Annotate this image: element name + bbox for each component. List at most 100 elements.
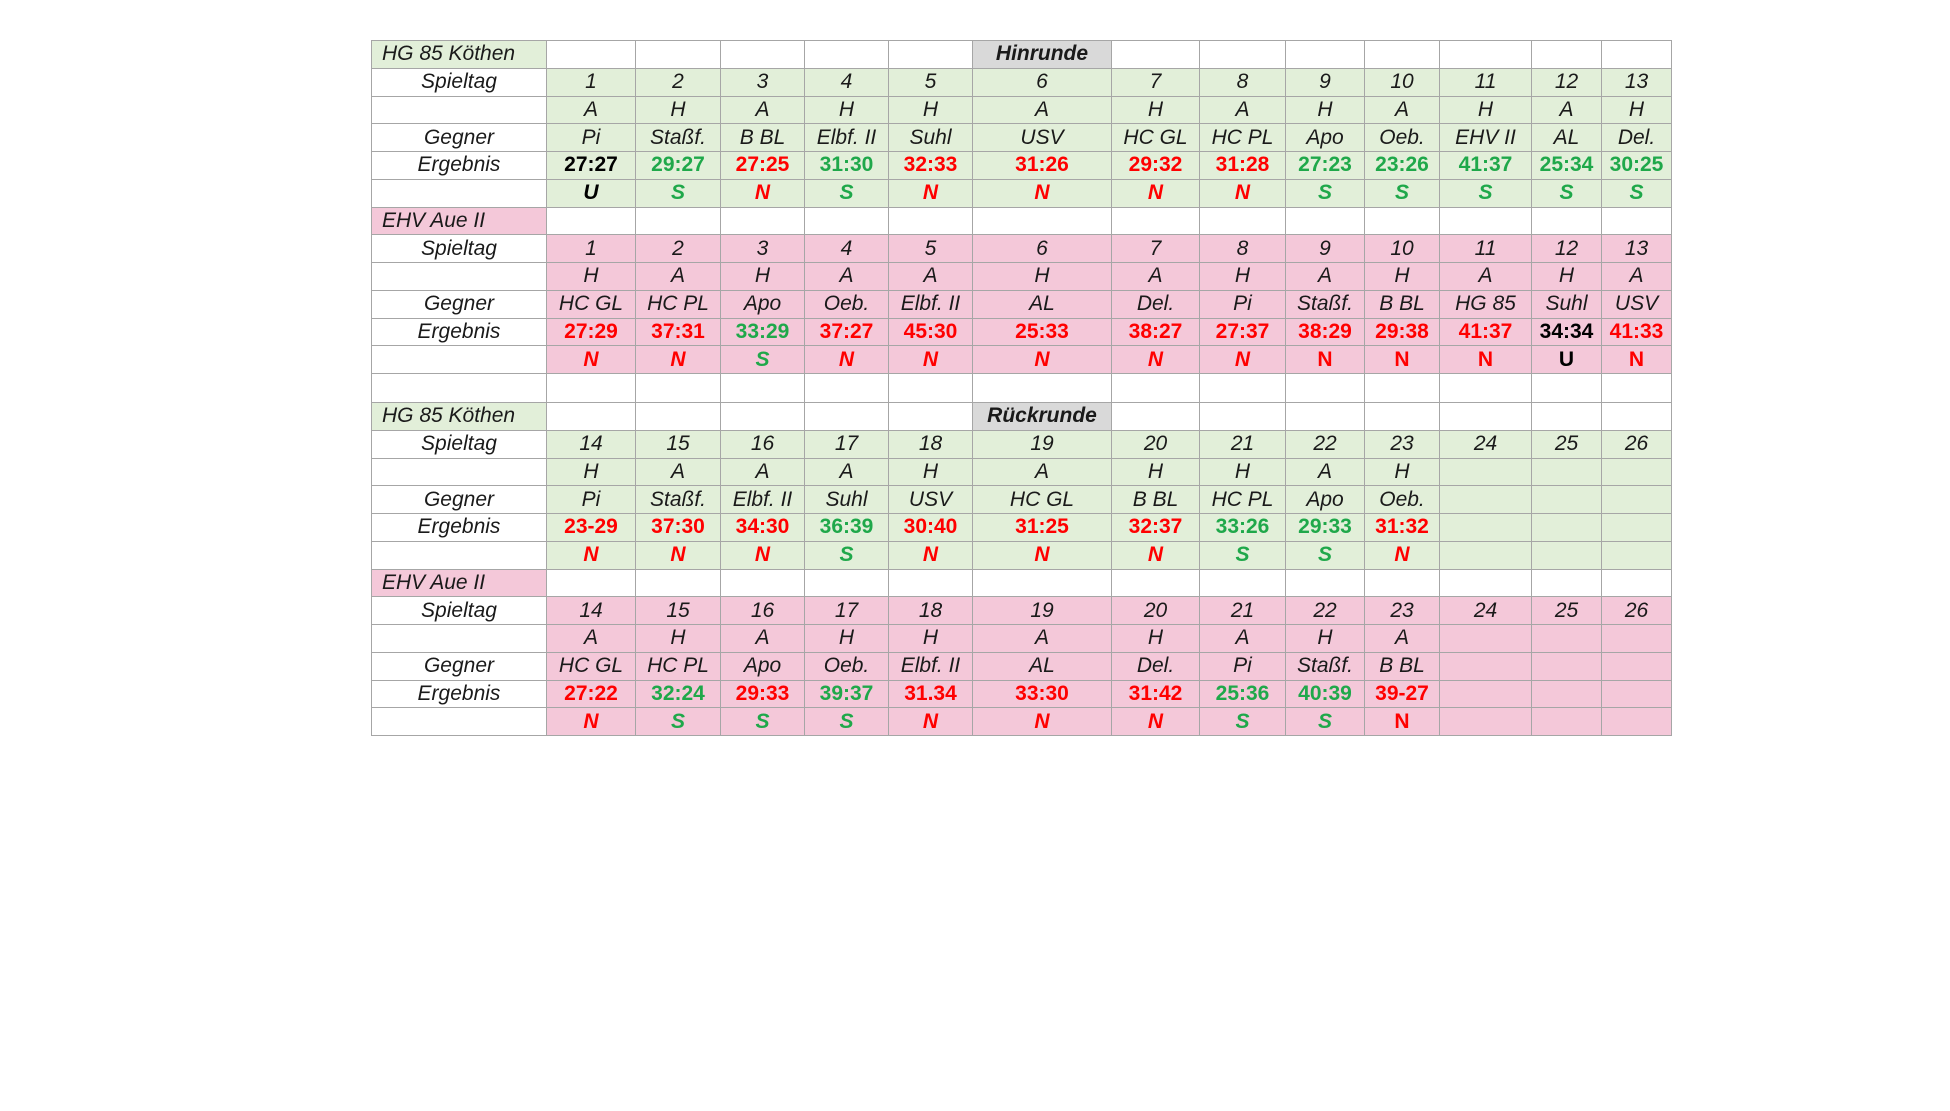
empty-cell <box>1531 568 1602 598</box>
ort-cell: A <box>635 262 721 291</box>
ergebnis-cell: 41:37 <box>1439 151 1532 180</box>
spieltag-cell: 8 <box>1199 67 1286 97</box>
spieltag-cell: 8 <box>1199 234 1286 263</box>
ergebnis-cell: 41:37 <box>1439 317 1532 347</box>
empty-cell <box>720 402 805 431</box>
spieltag-cell: 6 <box>972 67 1112 97</box>
empty-cell <box>972 206 1112 236</box>
ergebnis-cell: 27:22 <box>546 679 636 709</box>
ergebnis-cell: 25:36 <box>1199 679 1286 709</box>
ort-cell: H <box>1111 95 1200 125</box>
spieltag-label: Spieltag <box>371 596 547 625</box>
spieltag-cell: 25 <box>1531 596 1602 625</box>
ausgang-cell <box>1531 707 1602 736</box>
empty-cell <box>1601 40 1672 69</box>
ergebnis-cell: 30:40 <box>888 513 973 542</box>
gegner-row: Gegner HC GL HC PL Apo Oeb. Elbf. II AL Del. Pi S… <box>371 651 1672 681</box>
team-header-row: HG 85 Köthen Hinrunde <box>371 40 1672 69</box>
gegner-cell: HC PL <box>1199 123 1286 152</box>
ausgang-cell: N <box>546 540 636 570</box>
ort-cell: A <box>720 457 805 487</box>
empty-cell <box>371 373 547 403</box>
gegner-cell: Oeb. <box>1364 485 1440 514</box>
gegner-cell <box>1531 485 1602 514</box>
ergebnis-cell: 39:37 <box>804 679 889 709</box>
ausgang-label <box>371 707 547 736</box>
empty-cell <box>546 373 636 403</box>
ausgang-cell: N <box>1111 707 1200 736</box>
empty-cell <box>1364 568 1440 598</box>
ergebnis-cell: 33:30 <box>972 679 1112 709</box>
ausgang-cell: N <box>1199 178 1286 208</box>
ort-cell <box>1439 457 1532 487</box>
gegner-cell: Staßf. <box>1285 651 1365 681</box>
gegner-cell: Apo <box>1285 123 1365 152</box>
ergebnis-cell: 31:30 <box>804 151 889 180</box>
ort-cell: A <box>1439 262 1532 291</box>
ausgang-cell: S <box>635 707 721 736</box>
spieltag-cell: 26 <box>1601 596 1672 625</box>
spieltag-cell: 1 <box>546 67 636 97</box>
ausgang-cell: S <box>1531 178 1602 208</box>
spieltag-cell: 9 <box>1285 67 1365 97</box>
ergebnis-row: Ergebnis 27:22 32:24 29:33 39:37 31.34 33:30 31… <box>371 679 1672 709</box>
gegner-cell: Staßf. <box>635 485 721 514</box>
ergebnis-cell: 37:30 <box>635 513 721 542</box>
gegner-cell: Suhl <box>804 485 889 514</box>
ausgang-cell: S <box>720 345 805 374</box>
spieltag-cell: 7 <box>1111 67 1200 97</box>
ort-cell: H <box>1364 262 1440 291</box>
ausgang-cell: N <box>888 707 973 736</box>
ort-cell <box>1439 624 1532 653</box>
gegner-cell: Apo <box>720 289 805 319</box>
ort-cell: H <box>1285 95 1365 125</box>
empty-cell <box>720 206 805 236</box>
gegner-cell: Elbf. II <box>888 651 973 681</box>
ergebnis-cell <box>1601 679 1672 709</box>
ort-cell <box>1601 457 1672 487</box>
ergebnis-row: Ergebnis 27:29 37:31 33:29 37:27 45:30 25:33 38… <box>371 317 1672 347</box>
team-header-row: EHV Aue II <box>371 568 1672 598</box>
spieltag-cell: 15 <box>635 429 721 459</box>
gegner-cell: USV <box>1601 289 1672 319</box>
empty-cell <box>1199 402 1286 431</box>
spieltag-cell: 14 <box>546 596 636 625</box>
gegner-cell: Suhl <box>888 123 973 152</box>
spieltag-cell: 14 <box>546 429 636 459</box>
gegner-cell: HC GL <box>1111 123 1200 152</box>
gegner-label: Gegner <box>371 485 547 514</box>
ausgang-cell: S <box>1439 178 1532 208</box>
empty-cell <box>1439 568 1532 598</box>
ergebnis-cell: 32:37 <box>1111 513 1200 542</box>
gegner-row: Gegner Pi Staßf. B BL Elbf. II Suhl USV HC GL HC… <box>371 123 1672 152</box>
ergebnis-cell: 36:39 <box>804 513 889 542</box>
ort-cell: H <box>1199 262 1286 291</box>
spieltag-label: Spieltag <box>371 67 547 97</box>
ort-cell: A <box>1199 624 1286 653</box>
ausgang-cell: S <box>635 178 721 208</box>
ausgang-cell <box>1531 540 1602 570</box>
empty-cell <box>1531 206 1602 236</box>
gegner-cell: Elbf. II <box>804 123 889 152</box>
ort-cell: A <box>546 624 636 653</box>
spieltag-cell: 5 <box>888 67 973 97</box>
spieltag-row: Spieltag 1 2 3 4 5 6 7 8 9 10 11 12 13 <box>371 67 1672 97</box>
ausgang-cell <box>1601 707 1672 736</box>
spacer-row <box>371 373 1672 403</box>
gegner-cell <box>1601 651 1672 681</box>
ausgang-cell: N <box>635 345 721 374</box>
empty-cell <box>1364 40 1440 69</box>
ausgang-cell: S <box>1285 178 1365 208</box>
ausgang-cell: N <box>888 345 973 374</box>
ergebnis-cell: 39-27 <box>1364 679 1440 709</box>
ausgang-cell: N <box>888 178 973 208</box>
spieltag-cell: 9 <box>1285 234 1365 263</box>
ergebnis-cell: 34:30 <box>720 513 805 542</box>
gegner-cell: HG 85 <box>1439 289 1532 319</box>
ausgang-cell: U <box>1531 345 1602 374</box>
ort-cell: H <box>888 624 973 653</box>
ergebnis-cell: 31.34 <box>888 679 973 709</box>
ort-cell: A <box>972 457 1112 487</box>
ort-cell: A <box>1111 262 1200 291</box>
ergebnis-cell: 33:26 <box>1199 513 1286 542</box>
